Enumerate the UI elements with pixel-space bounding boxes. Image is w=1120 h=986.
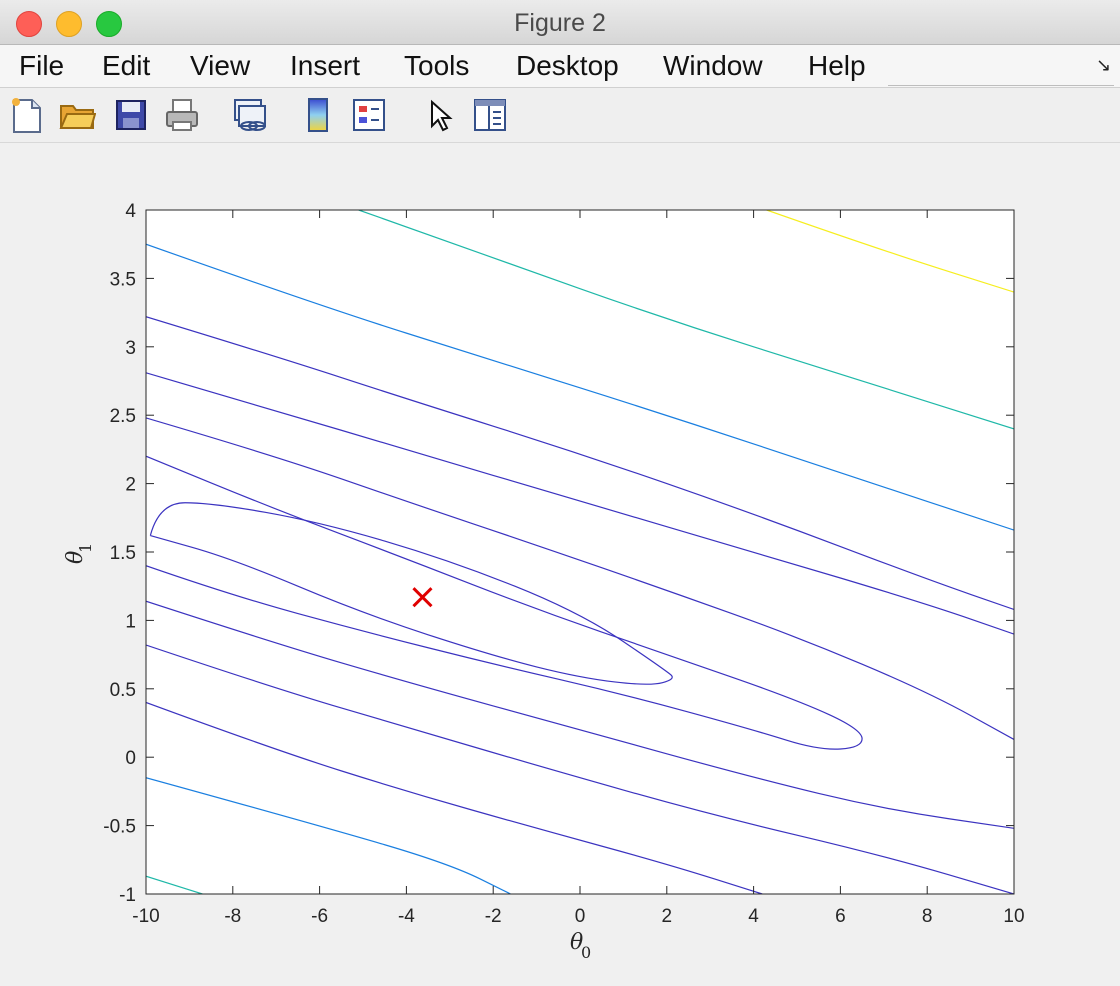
dock-figure-icon[interactable]: ↘ xyxy=(1096,55,1112,75)
x-tick-label-1: -8 xyxy=(224,906,241,927)
y-tick-label-8: 3 xyxy=(125,338,136,359)
close-window-button[interactable] xyxy=(16,11,42,37)
contour-line-2 xyxy=(146,455,863,750)
insert-legend-icon[interactable] xyxy=(350,96,388,134)
contour-line-11 xyxy=(358,210,1014,430)
contour-line-8 xyxy=(146,701,763,894)
contour-line-9 xyxy=(146,243,1014,531)
contour-plot[interactable]: -10 -8 -6 -4 -2 0 2 4 6 8 10-1-0.500.511.522.533.5… xyxy=(0,143,1120,986)
new-figure-icon[interactable] xyxy=(8,96,46,134)
menu-bar: File Edit View Insert Tools Desktop Wind… xyxy=(0,45,1120,88)
y-tick-label-5: 1.5 xyxy=(110,543,136,564)
y-tick-label-7: 2.5 xyxy=(110,406,136,427)
x-tick-label-7: 4 xyxy=(748,906,759,927)
y-axis-label-group: θ1 xyxy=(63,543,95,564)
contour-line-12 xyxy=(146,875,203,894)
menu-tools[interactable]: Tools xyxy=(404,50,470,81)
y-tick-label-1: -0.5 xyxy=(103,817,136,838)
y-tick-label-4: 1 xyxy=(125,611,136,632)
y-axis-label: θ xyxy=(63,551,88,564)
save-icon[interactable] xyxy=(112,96,150,134)
minimum-marker-stroke-2 xyxy=(412,587,433,608)
menu-window[interactable]: Window xyxy=(663,50,763,81)
contour-line-5 xyxy=(146,644,1014,894)
edit-plot-pointer-icon[interactable] xyxy=(422,96,460,134)
x-tick-label-10: 10 xyxy=(1003,906,1024,927)
contour-line-1 xyxy=(149,502,673,685)
title-bar: Figure 2 xyxy=(0,0,1120,45)
contour-line-13 xyxy=(766,210,1014,293)
contour-line-3 xyxy=(146,600,1014,829)
figure-toolbar xyxy=(0,88,1120,143)
menu-edit[interactable]: Edit xyxy=(102,50,151,81)
figure-canvas: -10 -8 -6 -4 -2 0 2 4 6 8 10 -1 -0.5 0 0.5 1 1.5 2 2.5 3 3.5… xyxy=(0,143,1120,986)
contour-line-6 xyxy=(146,372,1014,635)
contour-line-4 xyxy=(146,417,1014,740)
link-plot-icon[interactable] xyxy=(231,96,269,134)
contour-line-10 xyxy=(146,777,511,894)
menu-help[interactable]: Help xyxy=(808,50,866,81)
open-file-icon[interactable] xyxy=(58,96,97,134)
x-axis-label-subscript: 0 xyxy=(581,943,591,962)
x-tick-label-5: 0 xyxy=(575,906,586,927)
print-icon[interactable] xyxy=(163,96,201,134)
y-tick-label-6: 2 xyxy=(125,475,136,496)
x-tick-label-2: -6 xyxy=(311,906,328,927)
zoom-window-button[interactable] xyxy=(96,11,122,37)
x-tick-label-0: -10 xyxy=(132,906,159,927)
x-axis-label: θ xyxy=(570,930,583,955)
contour-lines xyxy=(146,210,1014,894)
y-tick-label-9: 3.5 xyxy=(110,269,136,290)
x-tick-label-4: -2 xyxy=(485,906,502,927)
y-axis-label-subscript: 1 xyxy=(76,543,95,553)
x-tick-label-9: 8 xyxy=(922,906,933,927)
y-tick-label-0: -1 xyxy=(119,885,136,906)
menu-separator xyxy=(888,85,1114,86)
x-tick-label-8: 6 xyxy=(835,906,846,927)
menu-insert[interactable]: Insert xyxy=(290,50,361,81)
menu-desktop[interactable]: Desktop xyxy=(516,50,619,81)
minimum-marker xyxy=(412,587,433,608)
menu-view[interactable]: View xyxy=(190,50,251,81)
y-tick-label-10: 4 xyxy=(125,201,136,222)
y-tick-label-2: 0 xyxy=(125,748,136,769)
minimize-window-button[interactable] xyxy=(56,11,82,37)
axes-background xyxy=(146,210,1014,894)
menu-file[interactable]: File xyxy=(19,50,65,81)
property-inspector-icon[interactable] xyxy=(471,96,509,134)
window-title: Figure 2 xyxy=(514,9,606,37)
insert-colorbar-icon[interactable] xyxy=(299,96,337,134)
y-tick-label-3: 0.5 xyxy=(110,680,136,701)
x-tick-label-6: 2 xyxy=(662,906,673,927)
x-tick-label-3: -4 xyxy=(398,906,415,927)
contour-line-7 xyxy=(146,316,1014,611)
